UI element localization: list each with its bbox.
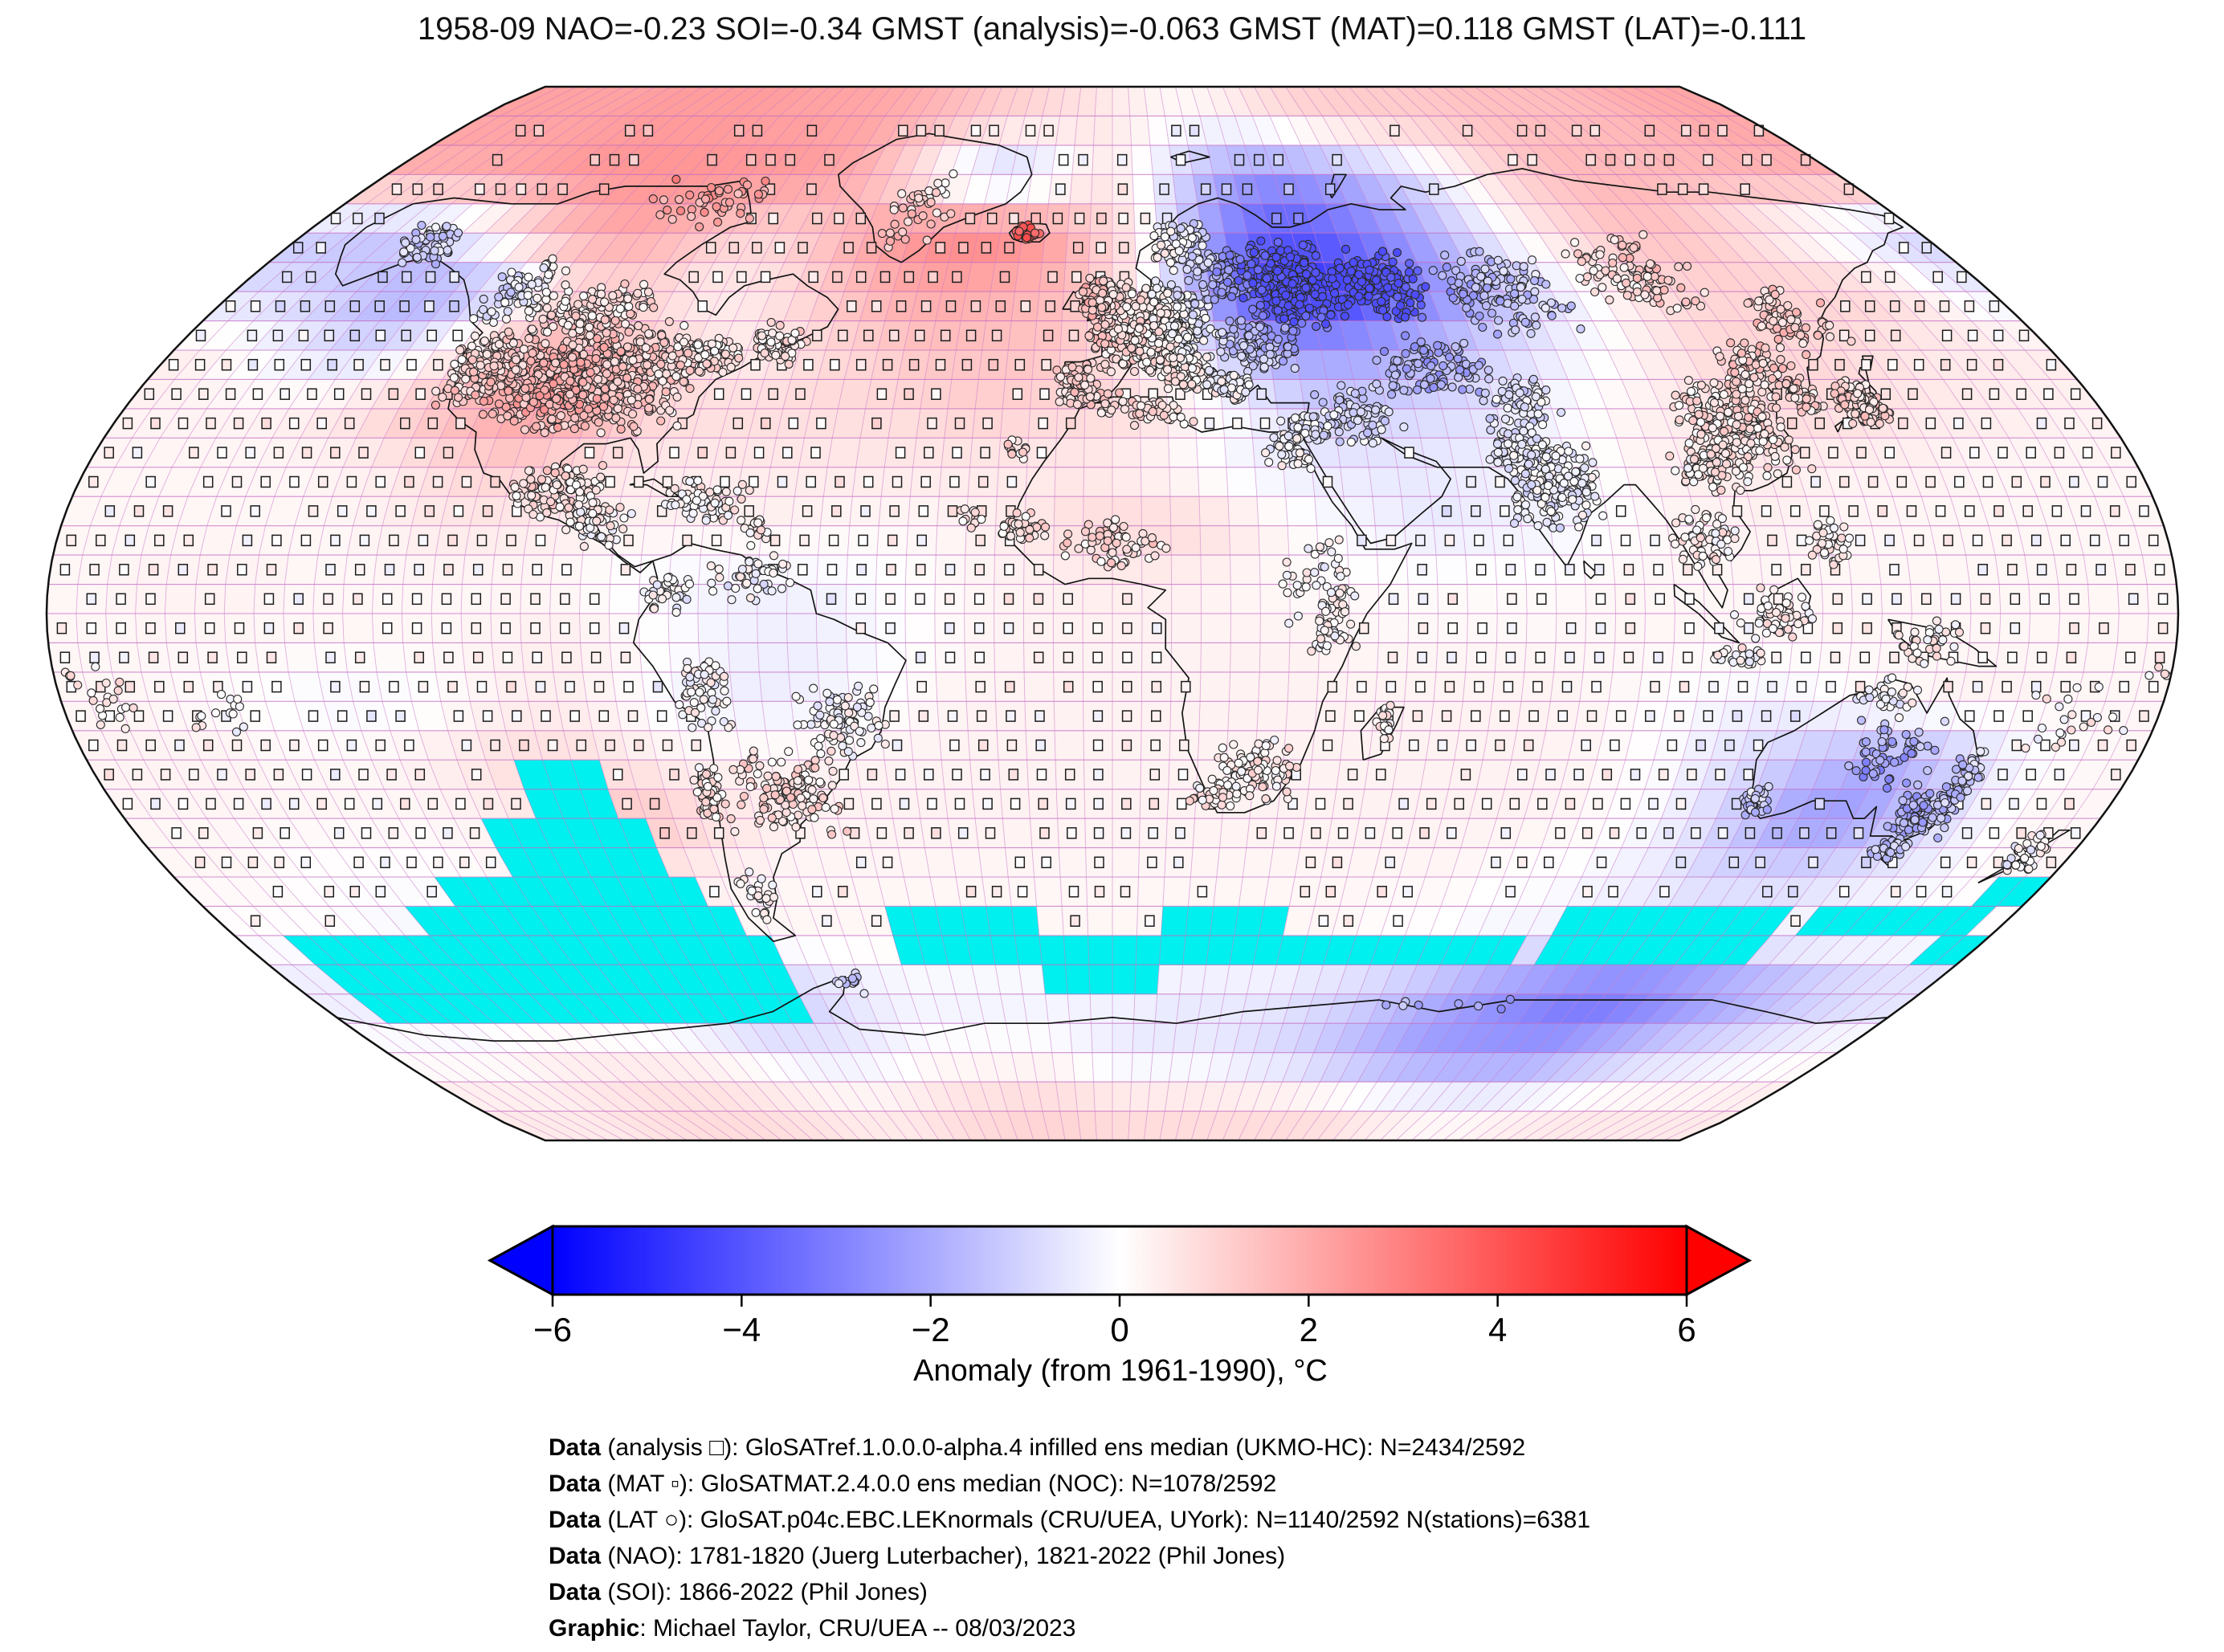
footnote-prefix: Graphic (549, 1615, 640, 1642)
colorbar-tick-label: −4 (722, 1311, 761, 1348)
colorbar-ticks: −6 −4 −2 0 2 4 6 (533, 1295, 1696, 1348)
colorbar-tick-label: 6 (1677, 1311, 1696, 1348)
coastline-cuba (629, 478, 680, 498)
coastline-sumatra (1673, 583, 1740, 644)
footnote-text: (SOI): 1866-2022 (Phil Jones) (601, 1579, 928, 1605)
colorbar-tick-label: 0 (1110, 1311, 1128, 1348)
coastline-madagascar (1360, 706, 1405, 761)
colorbar-tick-label: 2 (1300, 1311, 1318, 1348)
attribution: Data (analysis □): GloSATref.1.0.0.0-alp… (549, 1430, 1590, 1646)
footnote-line: Data (LAT ○): GloSAT.p04c.EBC.LEKnormals… (549, 1502, 1590, 1538)
colorbar-gradient (487, 1224, 1753, 1297)
colorbar-tick-label: −6 (533, 1311, 572, 1348)
footnote-line: Data (SOI): 1866-2022 (Phil Jones) (549, 1574, 1590, 1610)
station-circle-markers (60, 169, 2172, 1014)
colorbar-label: Anomaly (from 1961-1990), °C (913, 1354, 1328, 1388)
footnote-text: (LAT ○): GloSAT.p04c.EBC.LEKnormals (CRU… (601, 1507, 1591, 1533)
footnote-prefix: Data (549, 1579, 602, 1605)
footnote-prefix: Data (549, 1470, 602, 1497)
footnote-text: (MAT ▫): GloSATMAT.2.4.0.0 ens median (N… (601, 1470, 1277, 1497)
figure-title: 1958-09 NAO=-0.23 SOI=-0.34 GMST (analys… (417, 11, 1807, 47)
footnote-line: Data (analysis □): GloSATref.1.0.0.0-alp… (549, 1430, 1590, 1466)
colorbar-tick-label: 4 (1488, 1311, 1507, 1348)
footnote-text: (analysis □): GloSATref.1.0.0.0-alpha.4 … (601, 1434, 1526, 1461)
footnote-text: : Michael Taylor, CRU/UEA -- 08/03/2023 (639, 1615, 1076, 1642)
map-outline (45, 85, 2180, 1142)
colorbar: −6 −4 −2 0 2 4 6 (487, 1224, 1753, 1348)
footnote-prefix: Data (549, 1507, 602, 1533)
footnote-line: Graphic: Michael Taylor, CRU/UEA -- 08/0… (549, 1610, 1590, 1646)
footnote-prefix: Data (549, 1543, 602, 1569)
footnote-line: Data (MAT ▫): GloSATMAT.2.4.0.0 ens medi… (549, 1466, 1590, 1502)
footnote-line: Data (NAO): 1781-1820 (Juerg Luterbacher… (549, 1538, 1590, 1574)
colorbar-tick-label: −2 (912, 1311, 950, 1348)
footnote-prefix: Data (549, 1434, 602, 1461)
footnote-text: (NAO): 1781-1820 (Juerg Luterbacher), 18… (601, 1543, 1286, 1569)
coastline-eurasia (1063, 168, 1904, 609)
coastline-antarctica_coast (337, 976, 1888, 1042)
mat-square-markers (56, 124, 2169, 927)
coastline-sri_lanka (1583, 560, 1598, 580)
world-map (45, 85, 2180, 1142)
